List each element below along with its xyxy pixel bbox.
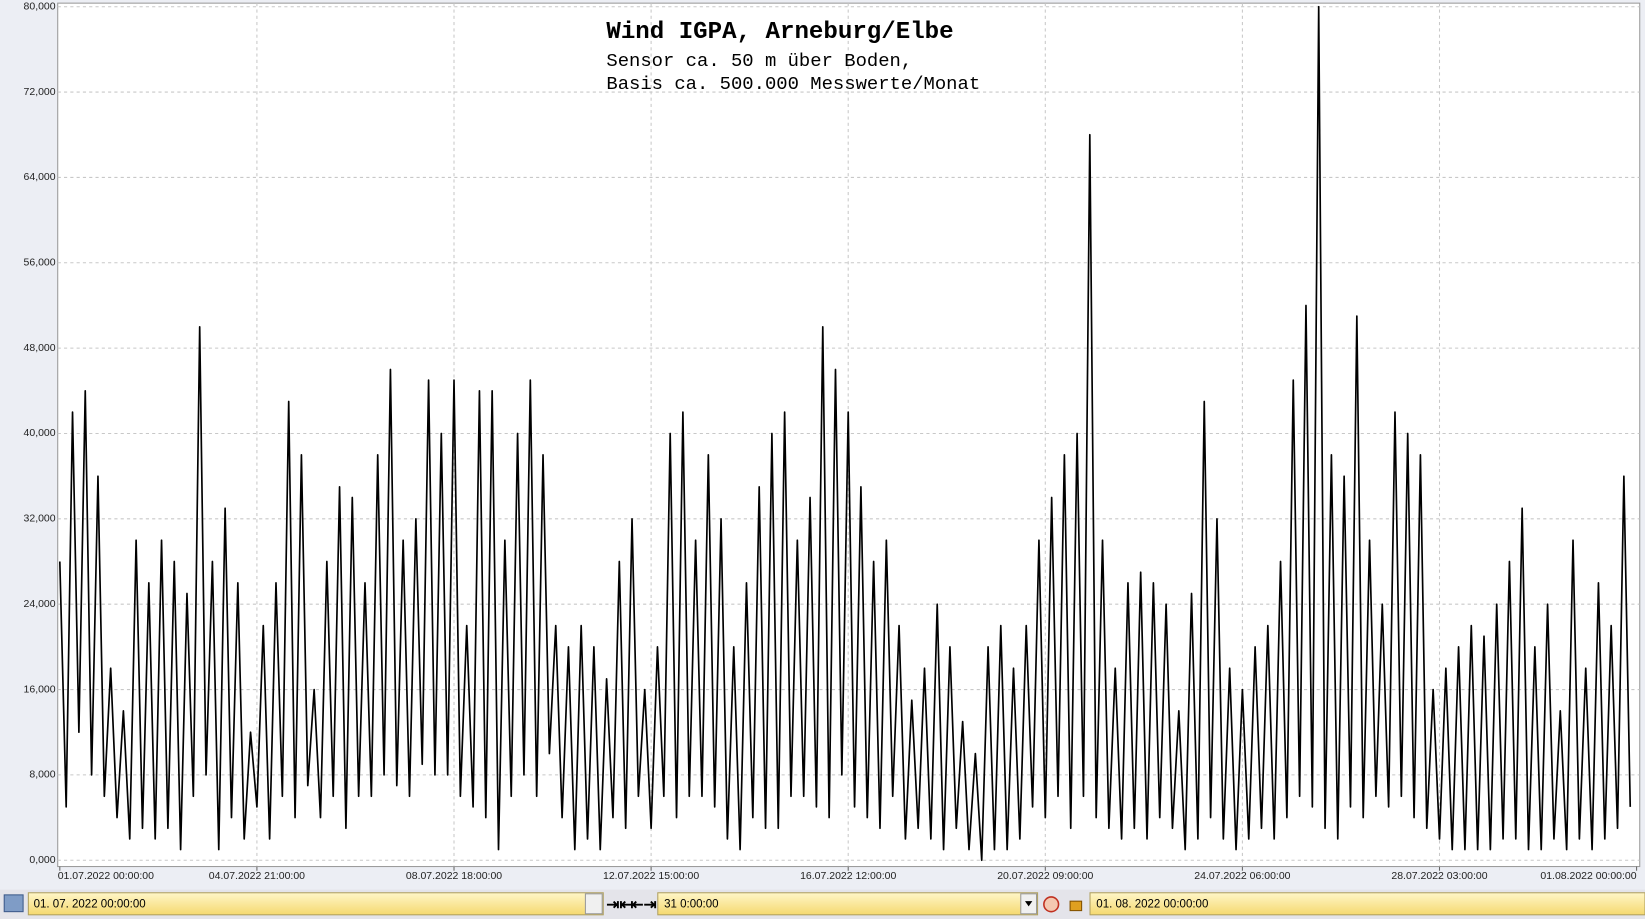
chart-subtitle: Sensor ca. 50 m über Boden, bbox=[606, 50, 912, 72]
y-tick-label: 72,000 bbox=[24, 87, 56, 98]
grid bbox=[57, 3, 1640, 867]
x-tick-label: 08.07.2022 18:00:00 bbox=[406, 871, 502, 882]
y-tick-label: 40,000 bbox=[24, 428, 56, 439]
calendar-icon[interactable] bbox=[3, 894, 24, 913]
duration-text: 31 0:00:00 bbox=[664, 898, 718, 910]
plot bbox=[58, 5, 1632, 862]
y-tick-label: 32,000 bbox=[24, 514, 56, 525]
start-field[interactable] bbox=[27, 892, 604, 916]
data-line bbox=[58, 5, 1632, 862]
x-tick-label: 16.07.2022 12:00:00 bbox=[800, 871, 896, 882]
chart-title: Wind IGPA, Arneburg/Elbe bbox=[606, 19, 953, 46]
y-tick-label: 16,000 bbox=[24, 684, 56, 695]
y-tick-label: 24,000 bbox=[24, 599, 56, 610]
axes: 0,000 8,000 16,000 24,000 32,000 40,000 48,000… bbox=[24, 1, 1638, 882]
lock-icon[interactable] bbox=[1069, 900, 1083, 912]
y-tick-label: 56,000 bbox=[24, 258, 56, 269]
duration-field[interactable] bbox=[657, 892, 1039, 916]
spinner[interactable] bbox=[584, 893, 603, 915]
x-tick-label: 12.07.2022 15:00:00 bbox=[603, 871, 699, 882]
x-tick-label: 20.07.2022 09:00:00 bbox=[997, 871, 1093, 882]
dropdown-arrow bbox=[1024, 901, 1033, 907]
clock-icon[interactable] bbox=[1043, 896, 1060, 913]
x-tick-label: 01.07.2022 00:00:00 bbox=[58, 871, 154, 882]
x-tick-label: 04.07.2022 21:00:00 bbox=[209, 871, 305, 882]
y-tick-label: 0,000 bbox=[29, 855, 55, 866]
start-text: 01. 07. 2022 00:00:00 bbox=[34, 898, 146, 910]
y-tick-label: 8,000 bbox=[29, 770, 55, 781]
shrink-button[interactable]: ⇥⇤ bbox=[606, 897, 632, 914]
expand-button[interactable]: ⇤⇥ bbox=[631, 897, 657, 914]
x-tick-label: 24.07.2022 06:00:00 bbox=[1194, 871, 1290, 882]
y-tick-label: 48,000 bbox=[24, 343, 56, 354]
y-tick-label: 80,000 bbox=[24, 1, 56, 12]
x-tick-label: 01.08.2022 00:00:00 bbox=[1540, 871, 1636, 882]
end-text: 01. 08. 2022 00:00:00 bbox=[1096, 898, 1208, 910]
y-tick-label: 64,000 bbox=[24, 172, 56, 183]
chart-subtitle: Basis ca. 500.000 Messwerte/Monat bbox=[606, 73, 980, 95]
x-tick-label: 28.07.2022 03:00:00 bbox=[1391, 871, 1487, 882]
